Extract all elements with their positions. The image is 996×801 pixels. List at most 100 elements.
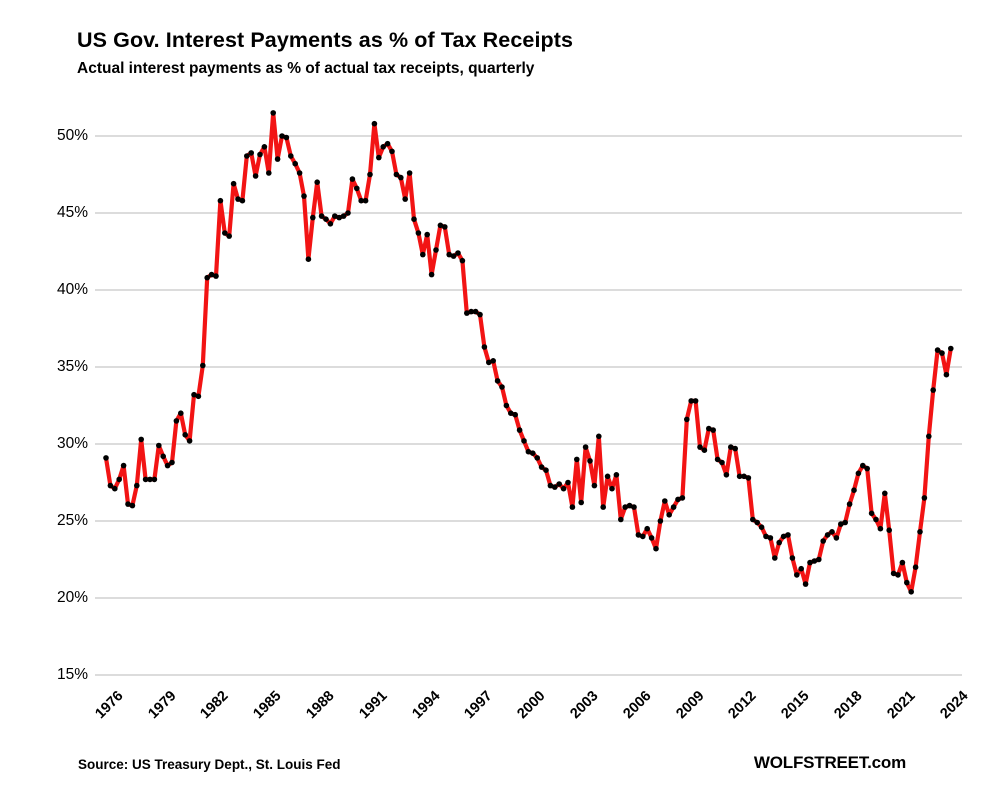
data-point bbox=[521, 438, 527, 444]
data-point bbox=[943, 371, 950, 378]
data-point bbox=[613, 472, 620, 478]
data-point bbox=[332, 213, 338, 219]
y-tick-label: 45% bbox=[56, 204, 88, 221]
data-point bbox=[244, 153, 250, 159]
data-point bbox=[415, 230, 422, 236]
data-point bbox=[112, 485, 118, 492]
data-point bbox=[653, 545, 659, 552]
data-point bbox=[833, 535, 840, 541]
data-point bbox=[864, 465, 870, 472]
data-point bbox=[794, 572, 800, 578]
y-tick-label: 15% bbox=[56, 666, 88, 683]
data-point bbox=[574, 456, 580, 463]
data-point bbox=[147, 476, 153, 483]
data-point bbox=[345, 210, 351, 216]
data-point bbox=[587, 458, 593, 464]
data-point bbox=[745, 475, 752, 481]
data-point bbox=[314, 179, 321, 185]
data-point bbox=[758, 524, 765, 530]
data-point bbox=[560, 485, 567, 492]
data-point bbox=[208, 271, 215, 278]
data-point bbox=[908, 589, 914, 595]
data-point bbox=[151, 476, 158, 483]
data-point bbox=[719, 459, 725, 466]
data-point bbox=[684, 416, 690, 423]
data-point bbox=[235, 196, 241, 202]
data-point bbox=[261, 144, 268, 150]
data-point bbox=[477, 311, 483, 318]
data-point bbox=[912, 564, 919, 570]
data-point bbox=[855, 470, 862, 477]
data-point bbox=[464, 310, 470, 316]
data-point bbox=[200, 362, 206, 369]
data-point bbox=[279, 133, 285, 139]
data-point bbox=[494, 378, 501, 384]
data-point bbox=[591, 482, 598, 489]
data-point bbox=[459, 257, 466, 264]
data-point bbox=[890, 570, 897, 577]
data-point bbox=[490, 358, 497, 364]
data-point bbox=[736, 473, 743, 480]
data-point bbox=[103, 455, 109, 461]
data-point bbox=[609, 485, 615, 492]
data-point bbox=[217, 197, 224, 204]
data-point bbox=[358, 197, 365, 204]
data-point bbox=[393, 171, 400, 178]
data-point bbox=[697, 444, 703, 450]
data-point bbox=[433, 247, 439, 253]
data-point bbox=[376, 154, 382, 161]
data-point bbox=[767, 535, 774, 541]
data-point bbox=[362, 197, 369, 204]
data-point bbox=[503, 402, 510, 409]
data-point bbox=[384, 140, 391, 147]
data-point bbox=[310, 214, 316, 221]
data-point bbox=[336, 214, 343, 221]
data-point bbox=[877, 525, 884, 532]
data-point bbox=[257, 151, 263, 158]
data-point bbox=[816, 556, 822, 563]
data-point bbox=[107, 482, 114, 489]
source-note: Source: US Treasury Dept., St. Louis Fed bbox=[78, 757, 341, 772]
data-point bbox=[917, 529, 923, 535]
data-point bbox=[618, 516, 624, 523]
data-point bbox=[556, 481, 562, 487]
data-point bbox=[706, 425, 712, 432]
data-point bbox=[882, 490, 888, 497]
y-tick-label: 40% bbox=[56, 281, 88, 298]
data-point bbox=[367, 171, 373, 178]
data-point bbox=[406, 170, 413, 176]
data-point bbox=[789, 555, 796, 561]
data-point bbox=[380, 144, 387, 150]
data-point bbox=[679, 495, 686, 501]
data-point bbox=[657, 518, 664, 524]
data-point bbox=[688, 398, 694, 404]
data-point bbox=[292, 160, 299, 167]
data-point bbox=[626, 502, 633, 509]
data-point bbox=[142, 476, 149, 483]
data-point bbox=[266, 170, 272, 176]
data-point bbox=[138, 436, 144, 443]
data-point bbox=[670, 504, 677, 510]
data-point bbox=[516, 427, 523, 433]
data-point bbox=[666, 512, 672, 518]
data-point bbox=[569, 504, 576, 510]
data-point bbox=[191, 391, 197, 398]
data-point bbox=[442, 224, 448, 230]
data-point bbox=[750, 516, 756, 523]
data-point bbox=[547, 482, 554, 489]
data-point bbox=[939, 350, 945, 356]
data-point bbox=[754, 519, 760, 526]
data-point bbox=[204, 274, 210, 281]
y-tick-label: 35% bbox=[56, 358, 88, 375]
data-point bbox=[530, 450, 536, 457]
data-point bbox=[851, 487, 857, 494]
data-point bbox=[318, 213, 325, 219]
y-tick-label: 30% bbox=[56, 435, 88, 452]
data-point bbox=[732, 445, 738, 452]
data-point bbox=[934, 347, 941, 353]
data-point bbox=[512, 411, 518, 418]
data-point bbox=[772, 555, 778, 561]
data-point bbox=[160, 453, 166, 460]
data-point bbox=[327, 221, 334, 227]
data-point bbox=[508, 410, 514, 417]
